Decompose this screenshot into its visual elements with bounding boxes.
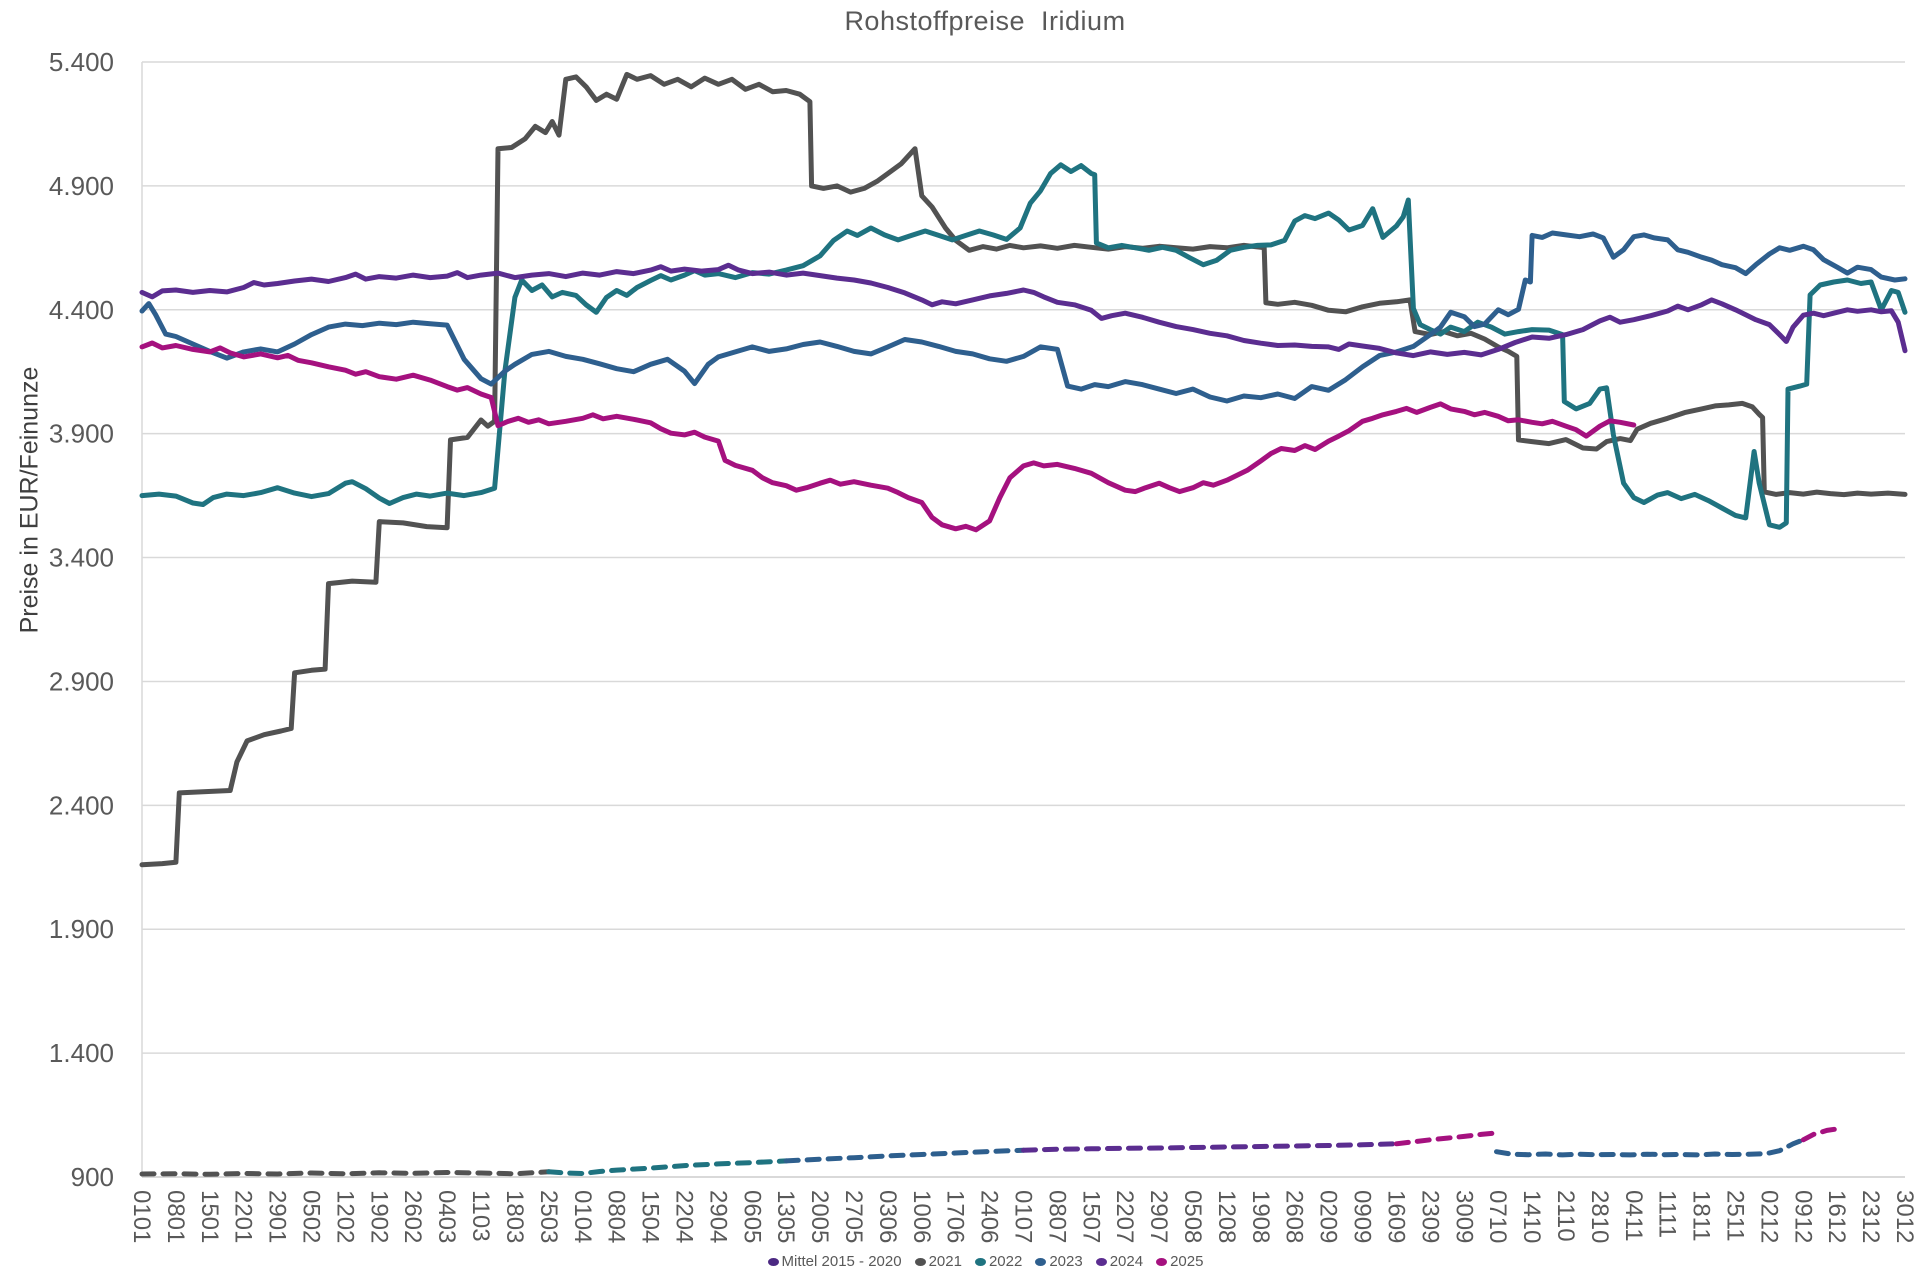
x-tick-label: 1111 [1654,1190,1681,1238]
x-tick-label: 2901 [264,1190,291,1243]
x-tick-label: 2907 [1145,1190,1172,1243]
mittel-dashed-segment-3 [1021,1141,1399,1153]
legend-item-2022: 2022 [974,1253,1023,1270]
x-tick-label: 1208 [1213,1190,1240,1243]
x-tick-label: 2110 [1552,1190,1579,1242]
y-tick-label: 900 [71,1162,114,1192]
y-tick-label: 2.400 [49,790,114,820]
x-tick-label: 0411 [1620,1190,1647,1242]
mittel-dashed-segment-2 [783,1147,1026,1164]
x-tick-label: 3009 [1450,1190,1477,1243]
x-tick-label: 0101 [128,1190,155,1243]
legend-marker-icon [1156,1257,1168,1266]
x-tick-label: 2705 [840,1190,867,1243]
x-tick-label: 0502 [298,1190,325,1243]
x-tick-label: 1609 [1382,1190,1409,1243]
x-tick-label: 1908 [1247,1190,1274,1243]
x-tick-label: 0306 [874,1190,901,1243]
series-line-2021 [139,71,1908,868]
y-tick-label: 4.900 [49,171,114,201]
legend-marker-icon [1095,1257,1107,1266]
x-tick-label: 2904 [704,1190,731,1243]
y-tick-label: 3.400 [49,543,114,573]
series-line-2022 [139,162,1908,530]
x-tick-label: 1501 [196,1190,223,1243]
legend-label: 2025 [1170,1253,1204,1270]
x-tick-label: 2602 [399,1190,426,1243]
legend-marker-icon [767,1257,779,1266]
series-line-2023 [139,230,1908,404]
x-tick-label: 0104 [569,1190,596,1243]
x-tick-label: 2608 [1281,1190,1308,1243]
x-tick-label: 2204 [670,1190,697,1243]
y-tick-label: 4.400 [49,295,114,325]
legend-marker-icon [974,1257,986,1266]
x-tick-label: 1507 [1077,1190,1104,1243]
x-tick-label: 1811 [1688,1190,1715,1242]
x-tick-label: 1006 [908,1190,935,1243]
y-tick-label: 5.400 [49,47,114,77]
legend-item-2021: 2021 [914,1253,962,1270]
legend-item-2025: 2025 [1156,1253,1203,1270]
x-tick-label: 1706 [942,1190,969,1243]
x-tick-label: 0605 [738,1190,765,1243]
mittel-dashed-segment-6 [1800,1126,1840,1143]
legend-label: 2022 [988,1253,1023,1270]
x-tick-label: 0912 [1789,1190,1816,1243]
x-tick-label: 0212 [1755,1190,1782,1243]
x-tick-label: 1305 [772,1190,799,1243]
x-tick-label: 2201 [230,1190,257,1243]
chart-title: Rohstoffpreise Iridium [844,6,1126,36]
y-tick-label: 1.900 [49,914,114,944]
x-tick-label: 0107 [1010,1190,1037,1243]
x-tick-label: 0403 [433,1190,460,1243]
x-tick-label: 0508 [1179,1190,1206,1243]
x-tick-label: 2810 [1586,1190,1613,1243]
legend-label: 2023 [1049,1253,1083,1270]
mittel-dashed-segment-4 [1393,1130,1498,1147]
x-tick-label: 0710 [1484,1190,1511,1243]
y-tick-label: 2.900 [49,666,114,696]
x-tick-label: 2503 [535,1190,562,1243]
x-tick-label: 1202 [331,1190,358,1243]
x-tick-label: 1504 [637,1190,664,1243]
y-axis-title: Preise in EUR/Feinunze [15,366,44,634]
x-tick-label: 2005 [806,1190,833,1243]
legend-item-2024: 2024 [1095,1253,1144,1270]
legend-item-2023: 2023 [1035,1253,1083,1270]
y-tick-label: 3.900 [49,419,114,449]
mittel-dashed-segment-0 [139,1169,552,1177]
x-tick-label: 1410 [1518,1190,1545,1243]
x-tick-label: 1902 [365,1190,392,1243]
x-tick-label: 1803 [501,1190,528,1243]
x-tick-label: 0807 [1043,1190,1070,1243]
legend-label: 2024 [1109,1253,1144,1270]
x-tick-label: 2312 [1857,1190,1884,1243]
mittel-dashed-segment-1 [546,1158,789,1176]
x-tick-label: 0209 [1315,1190,1342,1243]
x-tick-label: 1103 [467,1190,494,1242]
legend-marker-icon [1035,1257,1047,1266]
x-tick-label: 0801 [162,1190,189,1243]
x-tick-label: 2309 [1416,1190,1443,1243]
chart-legend: Mittel 2015 - 2020 2021 2022 2023 2024 2025 [0,1253,1920,1270]
series-line-2025 [139,340,1637,533]
series-line-2024 [139,262,1908,359]
x-tick-label: 1612 [1823,1190,1850,1243]
legend-label: Mittel 2015 - 2020 [781,1253,902,1270]
legend-item-mittel-2015-2020: Mittel 2015 - 2020 [767,1253,902,1270]
mittel-dashed-segment-5 [1494,1137,1806,1158]
legend-marker-icon [914,1257,926,1266]
x-tick-label: 0804 [603,1190,630,1243]
x-tick-label: 0909 [1349,1190,1376,1243]
x-tick-label: 2511 [1721,1190,1748,1242]
legend-label: 2021 [928,1253,962,1270]
y-tick-label: 1.400 [49,1038,114,1068]
x-tick-label: 2207 [1111,1190,1138,1243]
x-tick-label: 3012 [1891,1190,1918,1243]
x-tick-label: 2406 [976,1190,1003,1243]
